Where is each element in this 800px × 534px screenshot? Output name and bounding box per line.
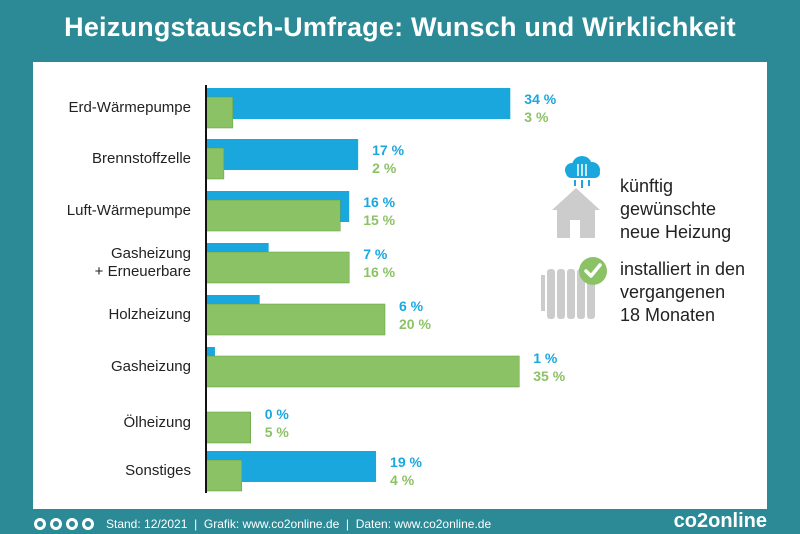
legend-installed-text: installiert in den vergangenen 18 Monate… bbox=[620, 258, 745, 327]
bar-installed bbox=[205, 199, 341, 232]
value-label-installed: 16 % bbox=[363, 264, 396, 280]
value-label-installed: 5 % bbox=[264, 424, 289, 440]
value-label-wish: 1 % bbox=[533, 350, 558, 366]
value-label-installed: 20 % bbox=[399, 316, 431, 332]
category-label: Brennstoffzelle bbox=[92, 150, 191, 167]
bar-installed bbox=[205, 147, 225, 180]
value-label-installed: 3 % bbox=[524, 109, 549, 125]
cc-icon bbox=[34, 518, 46, 530]
bar-installed bbox=[205, 96, 234, 129]
nd-icon bbox=[82, 518, 94, 530]
value-label-installed: 15 % bbox=[363, 212, 396, 228]
legend-installed-line: 18 Monaten bbox=[620, 305, 716, 325]
value-label-wish: 0 % bbox=[264, 406, 289, 422]
brand-logo[interactable]: co2online bbox=[673, 510, 767, 532]
footer: Stand: 12/2021 | Grafik: www.co2online.d… bbox=[34, 517, 491, 531]
value-label-wish: 34 % bbox=[524, 91, 557, 107]
nc-icon bbox=[66, 518, 78, 530]
category-label: Gasheizung bbox=[110, 358, 191, 375]
value-label-installed: 35 % bbox=[533, 368, 566, 384]
category-label: Gasheizung + Erneuerbare bbox=[94, 245, 191, 280]
page-title: Heizungstausch-Umfrage: Wunsch und Wirkl… bbox=[64, 12, 736, 42]
value-label-installed: 4 % bbox=[390, 472, 415, 488]
value-label-wish: 19 % bbox=[390, 454, 422, 470]
value-label-wish: 6 % bbox=[399, 298, 424, 314]
bar-installed bbox=[205, 411, 251, 444]
legend-wish-line: neue Heizung bbox=[620, 222, 732, 242]
value-label-wish: 7 % bbox=[363, 246, 388, 262]
footer-text: Stand: 12/2021 | Grafik: www.co2online.d… bbox=[106, 517, 492, 531]
legend-wish-line: künftig bbox=[620, 176, 674, 196]
radiator-check-icon bbox=[541, 257, 607, 319]
bar-installed bbox=[205, 355, 520, 388]
bar-wish bbox=[206, 88, 511, 119]
by-icon bbox=[50, 518, 62, 530]
bar-installed bbox=[205, 303, 386, 336]
category-label: Luft-Wärmepumpe bbox=[66, 202, 191, 219]
legend-wish-text: künftig gewünschte neue Heizung bbox=[620, 175, 731, 244]
bar-wish bbox=[206, 139, 359, 170]
category-label: Holzheizung bbox=[108, 306, 191, 323]
category-label: Erd-Wärmepumpe bbox=[68, 99, 191, 116]
value-label-installed: 2 % bbox=[372, 160, 397, 176]
chart-panel bbox=[33, 62, 767, 509]
legend-installed-line: installiert in den bbox=[620, 259, 746, 279]
house-cloud-icon bbox=[552, 156, 600, 238]
bar-installed bbox=[205, 251, 350, 284]
value-label-wish: 16 % bbox=[363, 194, 396, 210]
category-label: Sonstiges bbox=[125, 462, 191, 479]
value-label-wish: 17 % bbox=[372, 142, 405, 158]
legend-installed-line: vergangenen bbox=[620, 282, 726, 302]
bar-installed bbox=[205, 459, 243, 492]
legend-wish-line: gewünschte bbox=[620, 199, 717, 219]
category-label: Ölheizung bbox=[123, 414, 191, 431]
